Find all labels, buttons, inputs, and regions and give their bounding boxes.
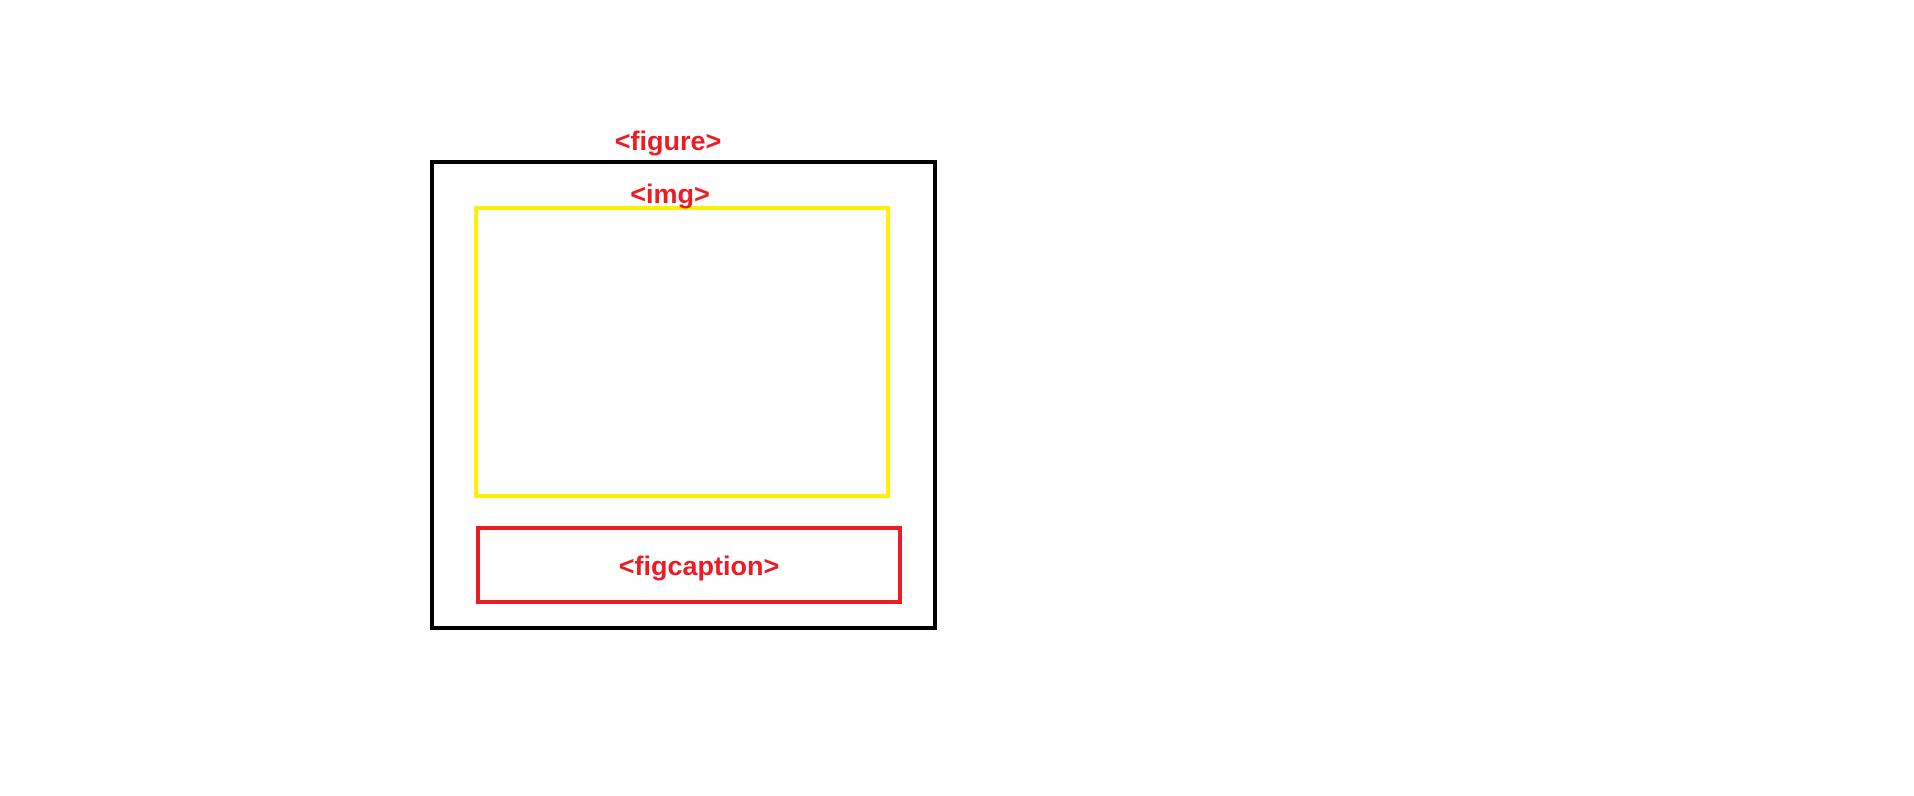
figcaption-label: <figcaption> [618,551,780,581]
img-box [474,206,890,498]
figcaption-box [476,526,902,604]
img-label: <img> [630,179,710,209]
figure-box [430,160,937,630]
figure-label: <figure> [614,126,722,156]
